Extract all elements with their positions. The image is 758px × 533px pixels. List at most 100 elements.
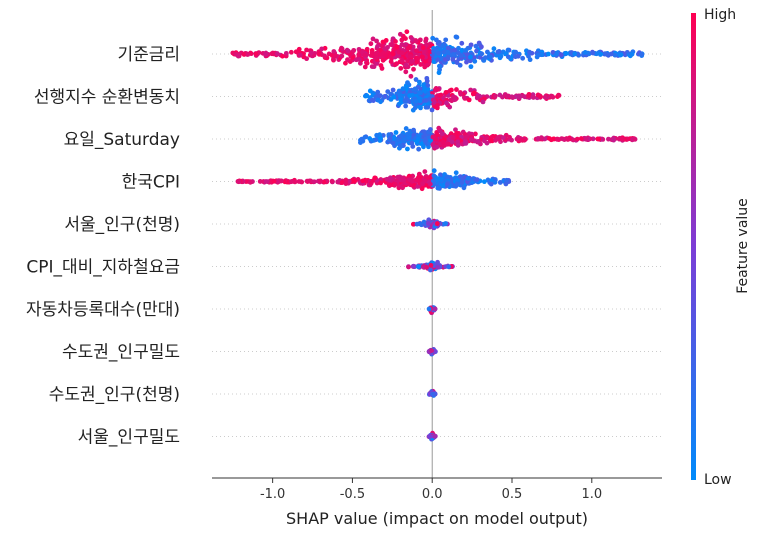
data-point [398, 65, 404, 71]
data-point [424, 75, 430, 81]
data-point [436, 125, 442, 131]
data-point [440, 43, 446, 49]
data-point [428, 127, 433, 132]
data-points [230, 29, 645, 442]
data-point [431, 179, 437, 185]
data-point [639, 51, 644, 57]
data-point [450, 56, 456, 62]
data-point [445, 54, 451, 60]
data-point [429, 107, 435, 113]
data-point [329, 178, 335, 184]
data-point [435, 50, 441, 56]
data-point [527, 49, 532, 55]
data-point [539, 52, 545, 58]
data-point [403, 62, 409, 68]
data-point [257, 179, 263, 184]
data-point [438, 177, 444, 182]
data-point [474, 48, 479, 54]
data-point [319, 46, 325, 52]
feature-label: 서울_인구밀도 [78, 428, 180, 448]
data-point [440, 183, 446, 189]
data-point [435, 259, 440, 265]
data-point [498, 53, 504, 58]
data-point [436, 70, 442, 76]
data-point [390, 51, 396, 57]
data-point [367, 136, 373, 141]
data-point [472, 58, 478, 64]
data-point [454, 177, 460, 183]
data-point [304, 56, 310, 62]
data-point [434, 221, 440, 227]
x-tick-label: -1.0 [260, 487, 285, 502]
data-point [409, 59, 414, 65]
data-point [427, 181, 433, 187]
data-point [468, 42, 474, 48]
data-point [598, 51, 604, 57]
data-point [343, 181, 349, 187]
data-point [375, 89, 381, 95]
feature-label: 서울_인구(천명) [64, 215, 180, 235]
data-point [399, 57, 405, 63]
data-point [572, 51, 578, 57]
data-point [455, 139, 461, 145]
data-point [391, 136, 397, 141]
data-point [504, 177, 510, 183]
data-point [434, 132, 440, 138]
data-point [288, 179, 294, 185]
data-point [463, 47, 468, 53]
data-point [454, 181, 460, 187]
data-point [339, 45, 344, 51]
data-point [452, 95, 458, 100]
data-point [388, 59, 394, 64]
data-point [471, 90, 477, 96]
data-point [406, 264, 411, 270]
data-point [526, 53, 531, 59]
data-point [362, 134, 368, 140]
data-point [399, 37, 405, 43]
data-point [356, 57, 362, 62]
data-point [456, 45, 461, 51]
data-point [399, 133, 405, 138]
data-point [383, 52, 388, 58]
data-point [509, 137, 514, 143]
data-point [497, 180, 503, 185]
data-point [368, 41, 374, 47]
data-point [495, 49, 501, 55]
data-point [410, 173, 416, 179]
data-point [414, 221, 420, 227]
data-point [605, 52, 611, 58]
data-point [459, 180, 465, 186]
data-point [399, 50, 405, 56]
colorbar-high-label: High [704, 7, 736, 23]
data-point [430, 391, 435, 397]
data-point [382, 94, 388, 99]
data-point [288, 49, 294, 55]
data-point [535, 52, 541, 58]
data-point [373, 137, 379, 143]
data-point [403, 126, 409, 131]
data-point [461, 185, 467, 191]
data-point [399, 41, 405, 47]
data-point [468, 54, 473, 60]
data-point [451, 52, 456, 57]
data-point [423, 98, 429, 103]
data-point [398, 143, 404, 149]
data-point [405, 146, 410, 152]
data-point [432, 306, 438, 312]
data-point [402, 137, 408, 142]
data-point [421, 129, 427, 135]
data-point [371, 64, 377, 70]
data-point [362, 64, 368, 70]
data-point [435, 86, 440, 92]
data-point [421, 49, 427, 54]
data-point [453, 34, 459, 40]
data-point [556, 93, 562, 98]
data-point [413, 98, 419, 104]
data-point [510, 95, 516, 100]
data-point [474, 95, 480, 101]
data-point [444, 100, 449, 106]
data-point [388, 42, 394, 47]
data-point [360, 178, 366, 184]
data-point [426, 217, 432, 223]
data-point [484, 135, 489, 141]
